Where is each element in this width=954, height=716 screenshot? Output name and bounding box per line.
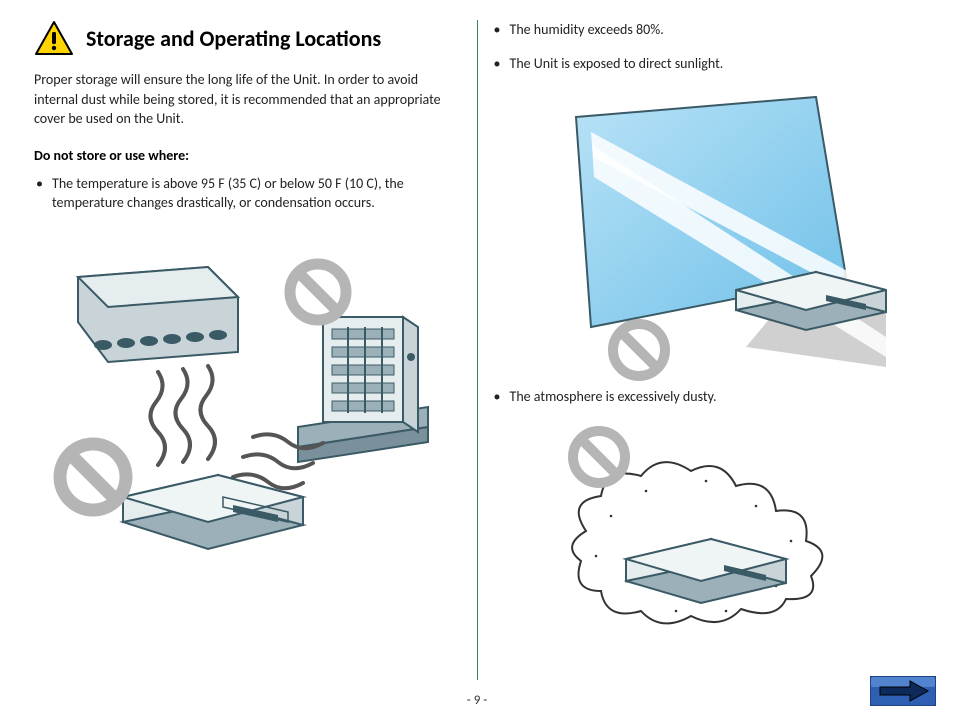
list-item: The humidity exceeds 80%. (492, 20, 921, 40)
list-item: The atmosphere is excessively dusty. (492, 387, 921, 407)
right-bullet-list-top: The humidity exceeds 80%. The Unit is ex… (492, 20, 921, 73)
left-bullet-list: The temperature is above 95 F (35 C) or … (34, 174, 463, 213)
intro-paragraph: Proper storage will ensure the long life… (34, 70, 463, 129)
page-number: - 9 - (0, 693, 954, 708)
right-column: The humidity exceeds 80%. The Unit is ex… (478, 20, 935, 680)
warning-icon (34, 20, 74, 56)
page-title: Storage and Operating Locations (86, 25, 381, 52)
list-item: The temperature is above 95 F (35 C) or … (34, 174, 463, 213)
illustration-dust (492, 421, 921, 641)
subheading: Do not store or use where: (34, 147, 463, 164)
illustration-temperature (34, 227, 463, 587)
left-column: Storage and Operating Locations Proper s… (20, 20, 478, 680)
list-item: The Unit is exposed to direct sunlight. (492, 54, 921, 74)
right-bullet-list-mid: The atmosphere is excessively dusty. (492, 387, 921, 407)
page-content: Storage and Operating Locations Proper s… (0, 0, 954, 680)
heading-row: Storage and Operating Locations (34, 20, 463, 56)
next-page-button[interactable] (870, 676, 936, 706)
illustration-sunlight (492, 87, 921, 387)
